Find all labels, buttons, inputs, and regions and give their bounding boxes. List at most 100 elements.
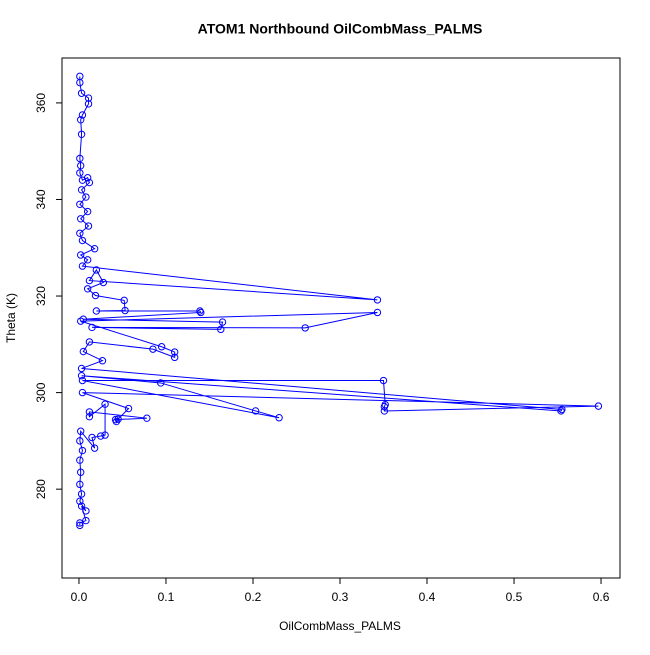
point (76, 519, 84, 527)
point (83, 207, 92, 216)
point (77, 215, 85, 223)
point (157, 379, 165, 387)
point (78, 111, 87, 119)
point (373, 296, 382, 304)
point (92, 266, 101, 274)
point (78, 262, 87, 270)
y-axis-label: Theta (K) (4, 293, 18, 343)
series-line (79, 76, 599, 526)
point (170, 353, 179, 362)
point (120, 296, 128, 305)
point (157, 343, 166, 351)
point (76, 497, 84, 505)
point (85, 276, 94, 285)
point (76, 154, 84, 163)
point (76, 78, 84, 87)
point (99, 278, 108, 287)
point (77, 161, 85, 170)
point (84, 100, 93, 108)
x-tick-label: 0.4 (419, 590, 436, 604)
point (77, 371, 86, 380)
point (124, 404, 133, 413)
point (90, 245, 99, 253)
point (275, 414, 283, 422)
point (90, 444, 99, 452)
point (85, 408, 94, 416)
point (76, 200, 84, 208)
y-tick-label: 280 (34, 479, 48, 499)
point (77, 427, 85, 435)
point (251, 407, 260, 415)
point (77, 317, 85, 325)
point (143, 414, 151, 422)
point (77, 251, 85, 259)
y-tick-label: 360 (34, 93, 48, 113)
point (76, 72, 84, 81)
point (91, 291, 100, 300)
point (85, 178, 94, 187)
x-tick-label: 0.0 (71, 590, 88, 604)
point (558, 405, 566, 414)
point (88, 433, 96, 442)
point (77, 490, 86, 498)
point (77, 89, 86, 97)
y-tick-label: 320 (34, 286, 48, 306)
point (557, 407, 565, 415)
point (76, 480, 84, 489)
x-tick-label: 0.2 (245, 590, 262, 604)
point (114, 415, 122, 423)
point (84, 94, 93, 102)
point (301, 324, 309, 332)
point (149, 345, 157, 353)
point (77, 130, 86, 138)
point (88, 323, 96, 332)
point (197, 308, 205, 317)
point (373, 308, 382, 317)
point (111, 415, 120, 424)
point (82, 507, 90, 515)
x-tick-label: 0.6 (593, 590, 610, 604)
point (98, 357, 107, 365)
point (82, 516, 90, 525)
point (83, 174, 92, 182)
point (85, 338, 94, 346)
point (76, 229, 84, 237)
x-tick-label: 0.3 (332, 590, 349, 604)
point (594, 402, 603, 410)
point (76, 437, 84, 445)
chart-title: ATOM1 Northbound OilCombMass_PALMS (198, 21, 483, 37)
point (76, 456, 84, 464)
point (170, 348, 179, 356)
point (77, 502, 86, 510)
point (97, 432, 105, 440)
x-tick-label: 0.5 (506, 590, 523, 604)
point (79, 347, 88, 356)
point (77, 186, 86, 194)
point (84, 222, 93, 230)
y-tick-label: 300 (34, 382, 48, 402)
point (101, 400, 109, 408)
point (85, 413, 94, 421)
point (76, 169, 84, 177)
point (217, 325, 225, 334)
point (380, 402, 389, 411)
point (78, 236, 87, 245)
point (77, 364, 86, 373)
x-tick-label: 0.1 (158, 590, 175, 604)
point (83, 285, 92, 293)
point (78, 446, 87, 455)
point (121, 306, 129, 315)
point (77, 468, 85, 476)
point (380, 407, 389, 415)
point (76, 521, 84, 530)
point (379, 376, 388, 385)
point (78, 376, 87, 385)
x-axis-label: OilCombMass_PALMS (279, 619, 401, 633)
point (196, 307, 204, 315)
point (92, 307, 101, 315)
point (83, 256, 92, 264)
y-tick-label: 340 (34, 189, 48, 209)
point (77, 116, 85, 124)
